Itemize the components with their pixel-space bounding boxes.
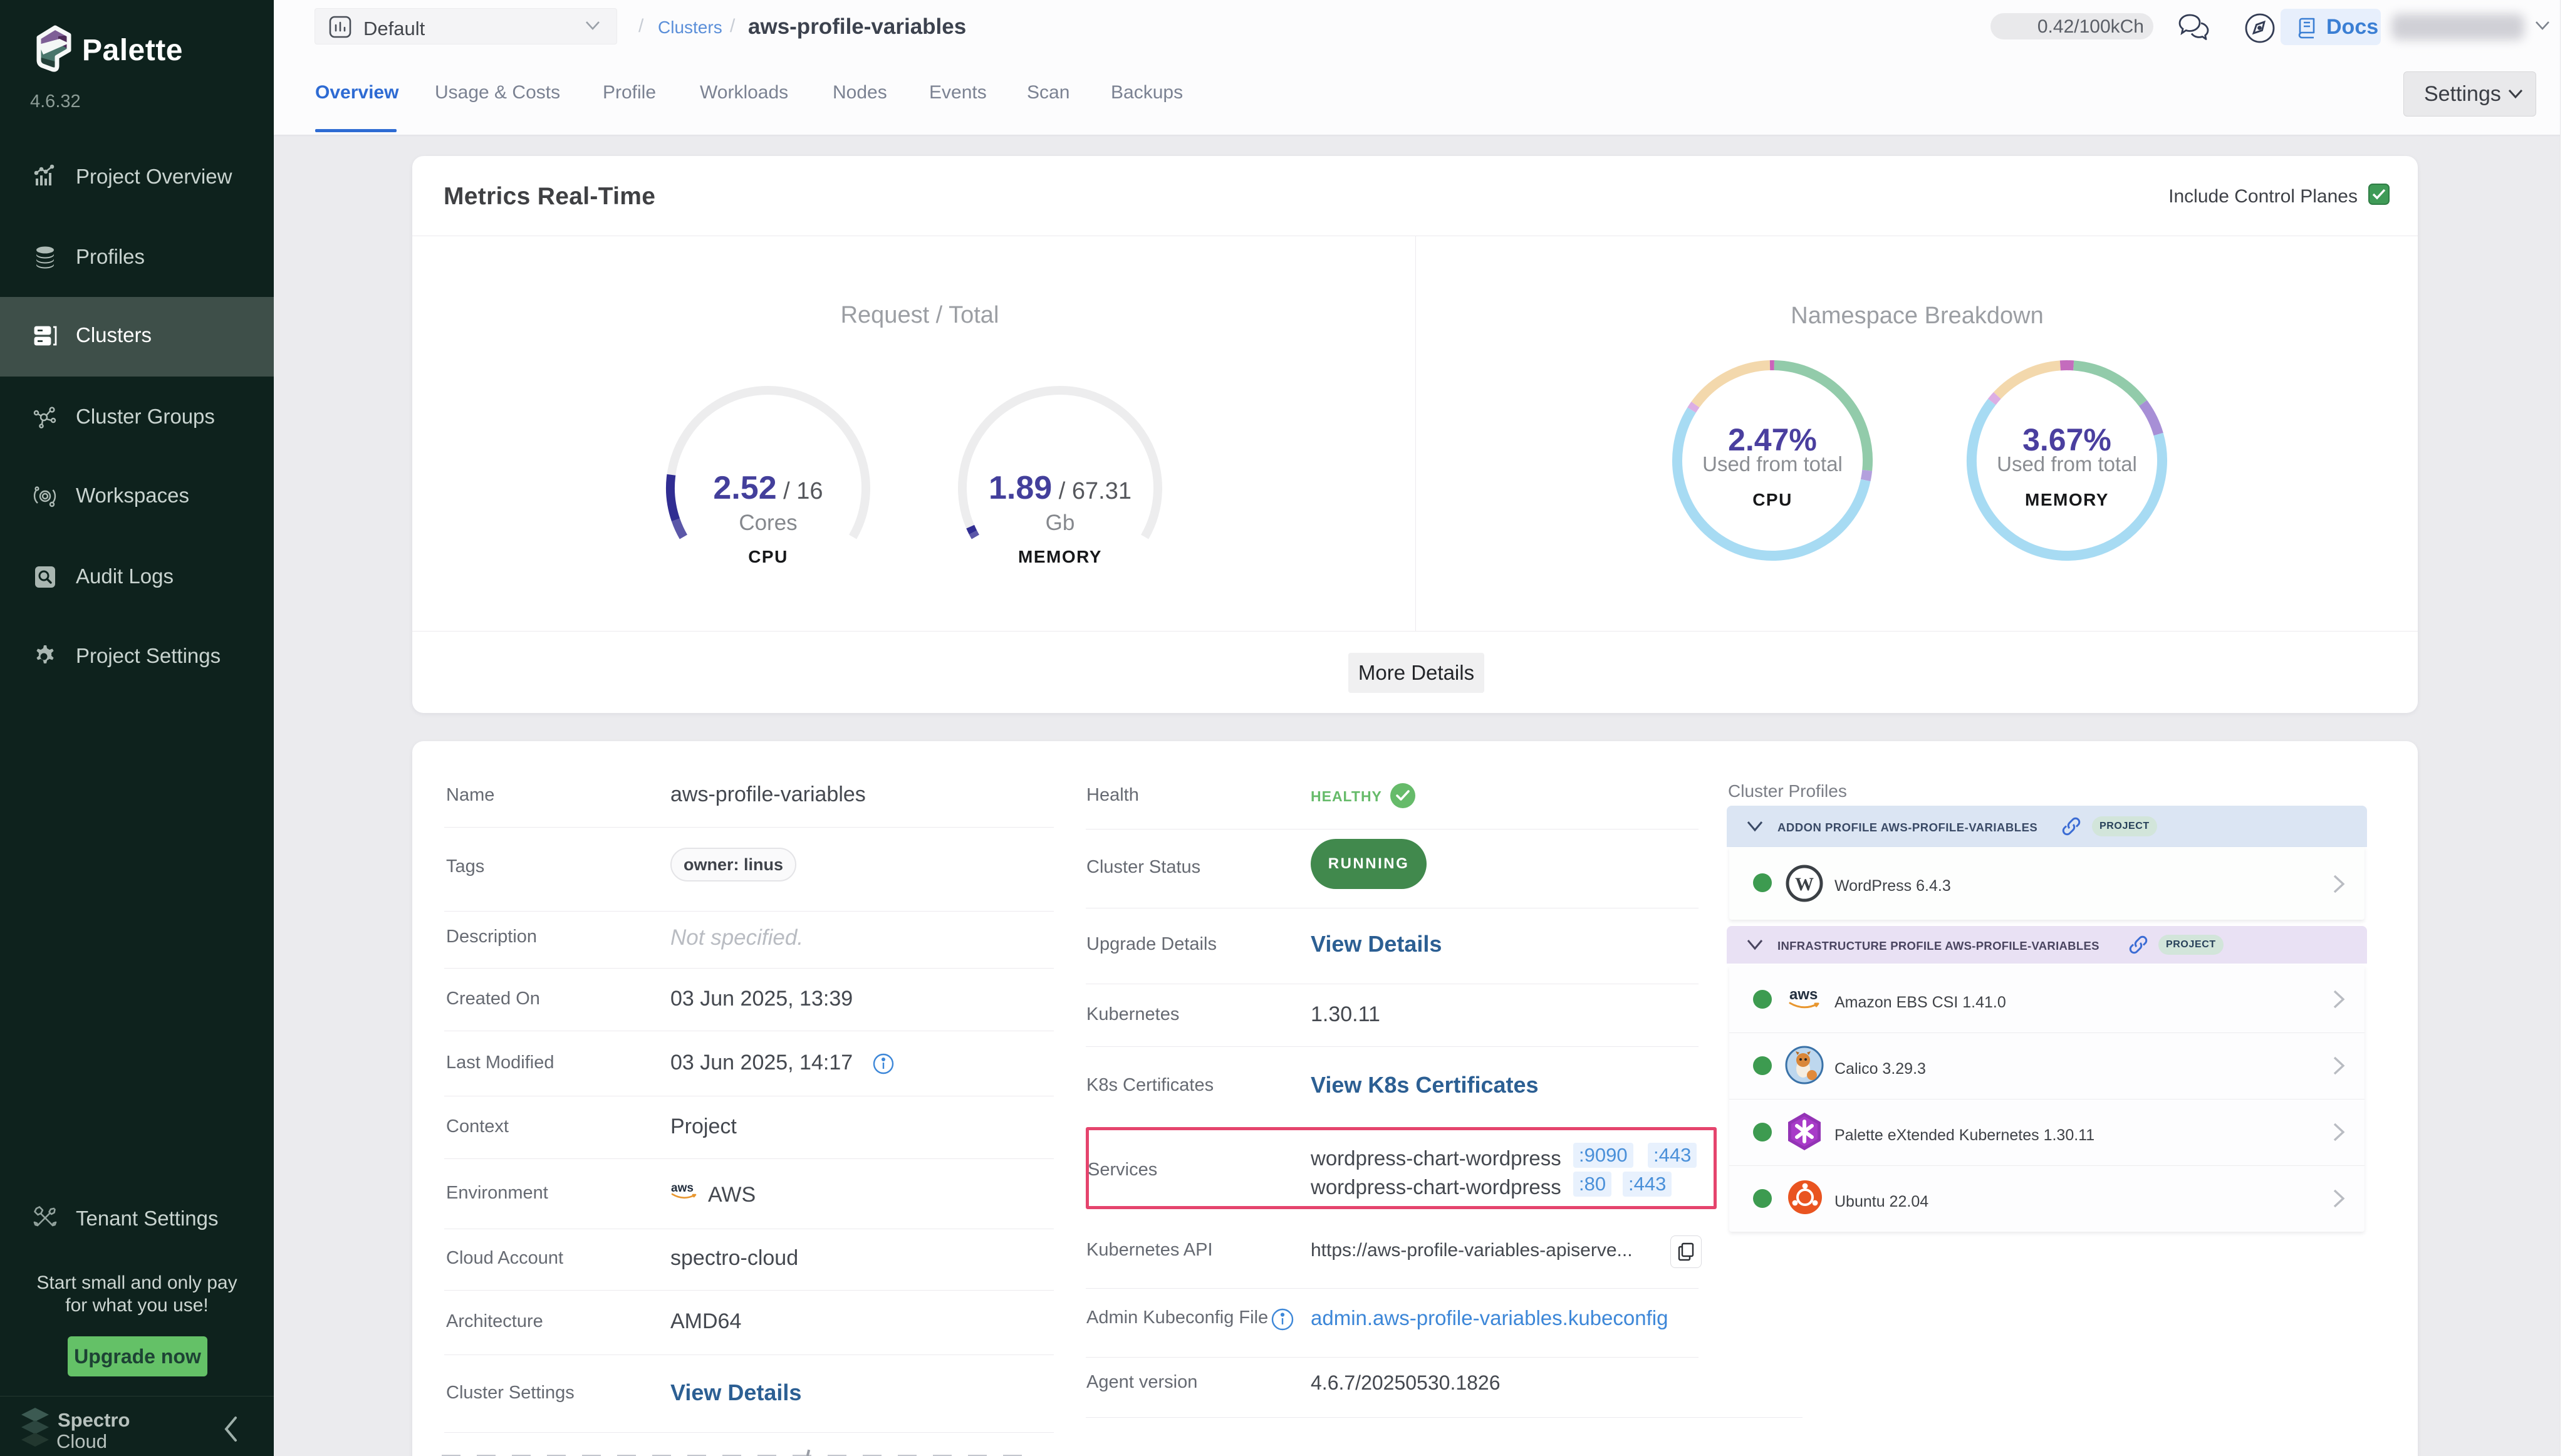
svg-text:aws: aws	[1789, 986, 1818, 1003]
svg-text:aws: aws	[671, 1182, 694, 1195]
svg-text:W: W	[1795, 874, 1814, 895]
